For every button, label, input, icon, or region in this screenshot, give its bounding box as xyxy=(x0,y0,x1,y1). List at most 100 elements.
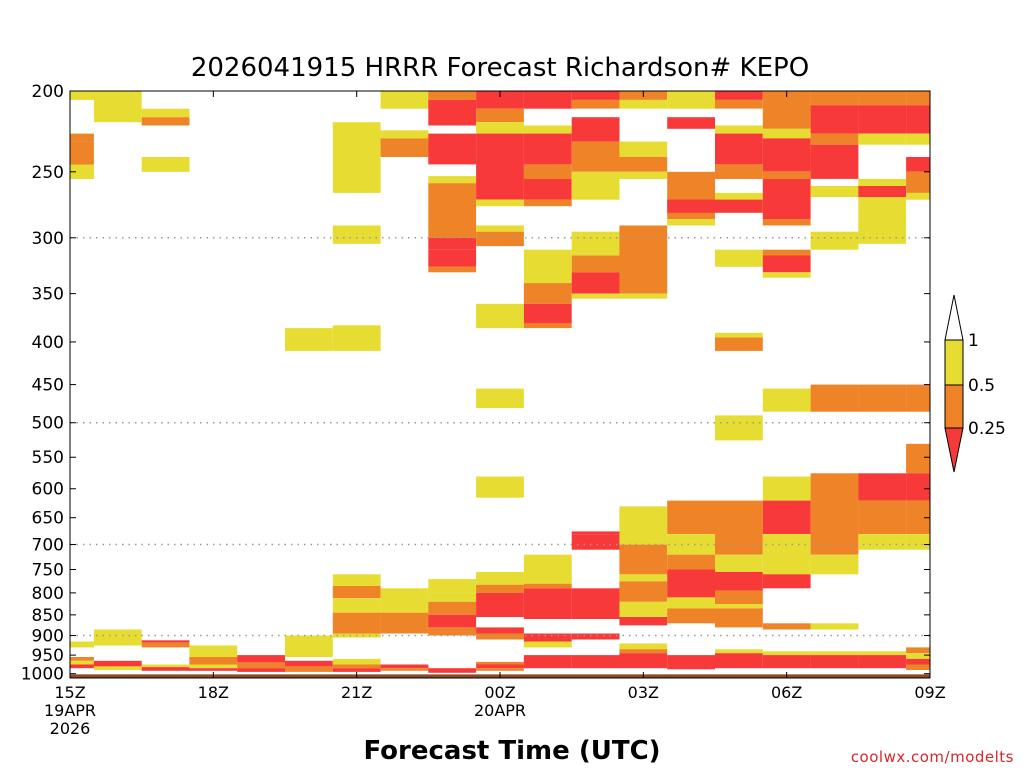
heatmap-cell xyxy=(810,651,859,656)
heatmap-cell xyxy=(762,219,811,226)
y-tick-label: 1000 xyxy=(21,665,64,685)
heatmap-cell xyxy=(428,183,477,238)
heatmap-cell xyxy=(380,612,429,634)
heatmap-cell xyxy=(906,653,930,659)
heatmap-cell xyxy=(571,99,620,109)
heatmap-cell xyxy=(189,664,238,669)
heatmap-cell xyxy=(571,534,620,550)
gridlines xyxy=(70,237,930,637)
y-tick-label: 900 xyxy=(32,627,64,647)
heatmap-cell xyxy=(858,91,907,106)
heatmap-cell xyxy=(762,500,811,534)
heatmap-cell xyxy=(523,133,572,165)
heatmap-cell xyxy=(715,590,763,604)
heatmap-cell xyxy=(619,293,668,299)
heatmap-cell xyxy=(619,653,668,669)
heatmap-cell xyxy=(523,283,572,304)
heatmap-cell xyxy=(476,108,524,123)
heatmap-cell xyxy=(858,534,907,550)
heatmap-cell xyxy=(762,179,811,220)
colorbar-legend: 1 0.5 0.25 xyxy=(944,294,1006,473)
heatmap-cell xyxy=(380,668,429,671)
heatmap-cell xyxy=(571,255,620,273)
heatmap-cell xyxy=(619,171,668,179)
x-tick-label: 18Z xyxy=(198,683,229,702)
y-tick-label: 400 xyxy=(32,333,64,353)
heatmap-cell xyxy=(428,237,477,250)
heatmap-cell xyxy=(93,91,142,123)
heatmap-cell xyxy=(523,303,572,324)
heatmap-cell xyxy=(715,133,763,165)
heatmap-cell xyxy=(715,91,763,100)
heatmap-cell xyxy=(906,647,930,654)
heatmap-cell xyxy=(571,231,620,256)
heatmap-cell xyxy=(667,554,715,570)
heatmap-cell xyxy=(858,384,907,412)
heatmap-cell xyxy=(667,597,715,609)
heatmap-cell xyxy=(476,584,524,593)
heatmap-cell xyxy=(858,651,907,656)
heatmap-cell xyxy=(715,653,763,669)
heatmap-cell xyxy=(523,554,572,584)
heatmap-cell xyxy=(571,531,620,535)
heatmap-cell xyxy=(810,91,859,106)
heatmap-cell xyxy=(667,534,715,555)
heatmap-cell xyxy=(476,661,524,665)
heatmap-cell xyxy=(571,588,620,619)
heatmap-cell xyxy=(571,272,620,294)
heatmap-cell xyxy=(476,199,524,207)
colorbar-top-arrow xyxy=(944,294,964,341)
heatmap-cell xyxy=(715,415,763,441)
heatmap-cell xyxy=(141,108,190,118)
heatmap-cell xyxy=(667,91,715,109)
heatmap-cell xyxy=(332,598,381,613)
heatmap-cell xyxy=(476,122,524,134)
heatmap-cell xyxy=(858,500,907,534)
heatmap-cell xyxy=(858,105,907,134)
heatmap-cell xyxy=(715,571,763,591)
heatmap-cell xyxy=(285,328,333,351)
heatmap-cell xyxy=(762,655,811,669)
heatmap-cell xyxy=(237,668,285,672)
heatmap-cell xyxy=(523,323,572,329)
heatmap-cell xyxy=(571,141,620,172)
heatmap-cell xyxy=(906,658,930,665)
y-tick-label: 950 xyxy=(32,646,64,666)
heatmap-cell xyxy=(523,588,572,619)
heatmap-cell xyxy=(332,325,381,351)
heatmap-cell xyxy=(380,91,429,109)
y-tick-label: 700 xyxy=(32,536,64,556)
heatmap-cell xyxy=(571,655,620,669)
x-tick-label: 2026 xyxy=(50,719,91,738)
heatmap-cell xyxy=(332,574,381,586)
heatmap-cell xyxy=(810,384,859,412)
heatmap-cell xyxy=(93,629,142,646)
heatmap-cell xyxy=(858,133,907,145)
heatmap-cell xyxy=(70,664,94,669)
heatmap-cell xyxy=(715,199,763,213)
heatmap-cell xyxy=(906,534,930,550)
heatmap-cell xyxy=(906,384,930,412)
heatmap-cell xyxy=(906,664,930,670)
y-tick-label: 450 xyxy=(32,376,64,396)
heatmap-cell xyxy=(380,130,429,139)
colorbar-label: 0.25 xyxy=(968,419,1006,439)
heatmap-cell xyxy=(762,255,811,273)
heatmap-cell xyxy=(237,662,285,669)
colorbar-orange xyxy=(944,384,964,429)
heatmap-cell xyxy=(619,544,668,575)
heatmap-cell xyxy=(762,574,811,589)
heatmap-cell xyxy=(619,649,668,654)
heatmap-cell xyxy=(93,660,142,667)
x-tick-label: 09Z xyxy=(914,683,945,702)
heatmap-cell xyxy=(715,337,763,351)
heatmap-cell xyxy=(619,617,668,626)
heatmap-cell xyxy=(906,133,930,145)
heatmap-cell xyxy=(476,225,524,232)
colorbar-yellow xyxy=(944,339,964,386)
heatmap-cell xyxy=(428,266,477,273)
heatmap-cell xyxy=(715,125,763,134)
heatmap-cell xyxy=(523,249,572,284)
heatmap-cell xyxy=(810,231,859,250)
heatmap-cell xyxy=(762,128,811,139)
